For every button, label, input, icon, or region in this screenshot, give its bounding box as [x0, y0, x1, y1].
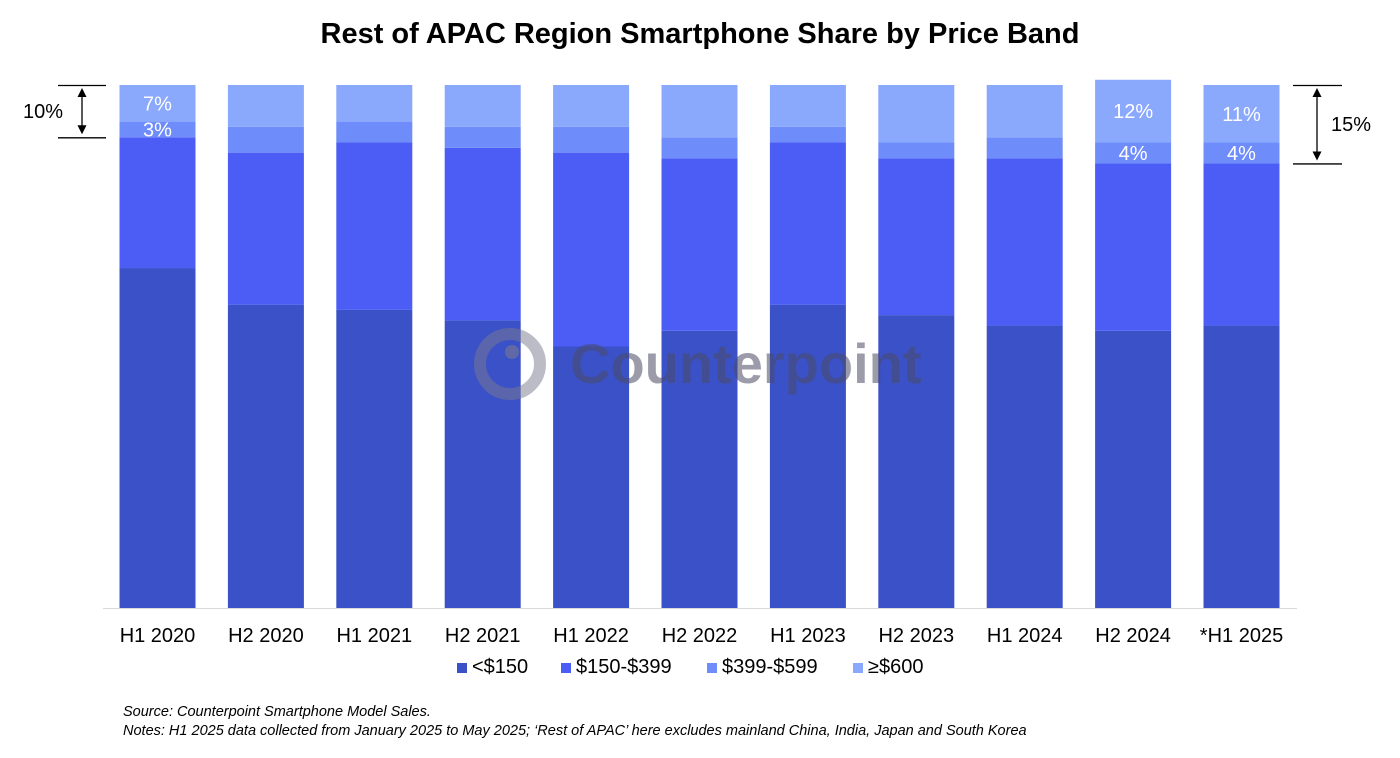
bar-h2-2020-150-399: [227, 152, 304, 305]
bar-h1-2024-ge600: [986, 85, 1063, 138]
arrow-up-icon: [77, 88, 87, 97]
bar-h2-2022-399-599: [661, 137, 738, 159]
bar-h2-2021-ge600: [444, 85, 521, 127]
x-tick-label: H1 2024: [987, 625, 1063, 647]
legend-label: ≥$600: [868, 656, 923, 678]
bar-h1-2025-ge600: [1203, 85, 1280, 143]
bar-h2-2023-399-599: [878, 142, 955, 159]
notes-text: Notes: H1 2025 data collected from Janua…: [123, 723, 1027, 739]
x-tick-label: H1 2021: [336, 625, 412, 647]
bar-h2-2023-lt150: [878, 315, 955, 608]
bar-h2-2022-lt150: [661, 330, 738, 608]
watermark-dot: [505, 345, 519, 359]
bar-h2-2020-399-599: [227, 126, 304, 153]
watermark-logo: Counterpoint: [474, 328, 921, 400]
bar-h1-2021-150-399: [336, 142, 413, 310]
x-tick-label: H1 2023: [770, 625, 846, 647]
bar-h2-2024-399-599: [1095, 142, 1172, 164]
x-tick-label: H2 2022: [662, 625, 738, 647]
bar-h1-2021-ge600: [336, 85, 413, 122]
bar-h1-2025-150-399: [1203, 163, 1280, 326]
x-tick-label: H2 2020: [228, 625, 304, 647]
bar-h1-2020-lt150: [119, 268, 196, 608]
bar-h1-2022-lt150: [553, 346, 630, 608]
bar-h1-2020-399-599: [119, 121, 196, 138]
bar-h2-2024-ge600: [1095, 79, 1172, 143]
chart-title: Rest of APAC Region Smartphone Share by …: [321, 18, 1080, 50]
bar-h1-2025-399-599: [1203, 142, 1280, 164]
data-label: 12%: [1113, 101, 1153, 123]
x-tick-label: *H1 2025: [1200, 625, 1283, 647]
bar-h1-2022-150-399: [553, 152, 630, 347]
bracket-label: 15%: [1331, 114, 1371, 136]
x-tick-label: H2 2021: [445, 625, 521, 647]
bar-h1-2023-399-599: [769, 126, 846, 143]
data-label: 11%: [1222, 104, 1261, 126]
bracket-left: 10%: [23, 84, 106, 139]
bracket-right: 15%: [1293, 84, 1371, 165]
legend-label: $399-$599: [722, 656, 818, 678]
x-axis: H1 2020 H2 2020 H1 2021 H2 2021 H1 2022 H2 20…: [103, 608, 1297, 647]
bar-h2-2021-399-599: [444, 126, 521, 148]
watermark-ring: [474, 328, 546, 400]
bar-h1-2020-ge600: [119, 85, 196, 122]
bar-h2-2020-lt150: [227, 304, 304, 608]
bar-h2-2020-ge600: [227, 85, 304, 127]
bar-h2-2022-150-399: [661, 158, 738, 331]
bar-h1-2023-lt150: [769, 304, 846, 608]
bar-h1-2021-399-599: [336, 121, 413, 143]
bar-h1-2022-ge600: [553, 85, 630, 127]
data-label: 4%: [1227, 143, 1256, 165]
bar-h1-2023-150-399: [769, 142, 846, 305]
bar-h1-2024-lt150: [986, 325, 1063, 608]
x-tick-label: H1 2022: [553, 625, 629, 647]
bar-h1-2024-399-599: [986, 137, 1063, 159]
x-tick-label: H2 2024: [1095, 625, 1171, 647]
bar-h2-2024-lt150: [1095, 330, 1172, 608]
legend-swatch: [853, 663, 863, 673]
legend-swatch: [707, 663, 717, 673]
legend-swatch: [457, 663, 467, 673]
data-label: 4%: [1119, 143, 1148, 165]
legend-item: $399-$599: [707, 656, 818, 678]
x-tick-label: H1 2020: [120, 625, 196, 647]
legend-item: $150-$399: [561, 656, 672, 678]
bar-h1-2025-lt150: [1203, 325, 1280, 608]
arrow-down-icon: [1312, 151, 1322, 161]
legend-item: ≥$600: [853, 656, 923, 678]
annotations: 10% 15%: [23, 84, 1371, 165]
legend-item: <$150: [457, 656, 528, 678]
bar-h1-2020-150-399: [119, 137, 196, 269]
bar-h1-2022-399-599: [553, 126, 630, 153]
source-note: Source: Counterpoint Smartphone Model Sa…: [123, 704, 431, 720]
plot-area: [119, 79, 1280, 608]
bar-h2-2023-ge600: [878, 85, 955, 143]
data-label: 7%: [143, 93, 172, 115]
legend-label: <$150: [472, 656, 528, 678]
bar-h2-2022-ge600: [661, 85, 738, 138]
legend: <$150 $150-$399 $399-$599 ≥$600: [457, 656, 923, 678]
bar-h1-2024-150-399: [986, 158, 1063, 326]
arrow-down-icon: [77, 125, 87, 135]
bar-h1-2021-lt150: [336, 309, 413, 608]
watermark-text: Counterpoint: [570, 332, 921, 395]
bar-h2-2023-150-399: [878, 158, 955, 316]
chart: Rest of APAC Region Smartphone Share by …: [23, 18, 1371, 678]
bar-h2-2021-150-399: [444, 147, 521, 321]
x-tick-label: H2 2023: [878, 625, 954, 647]
bracket-label: 10%: [23, 101, 63, 123]
bar-h2-2024-150-399: [1095, 163, 1172, 331]
data-labels: 7% 3% 12% 4% 11% 4%: [143, 93, 1261, 165]
data-label: 3%: [143, 119, 172, 141]
bar-h1-2023-ge600: [769, 85, 846, 127]
legend-swatch: [561, 663, 571, 673]
legend-label: $150-$399: [576, 656, 672, 678]
arrow-up-icon: [1312, 88, 1322, 97]
